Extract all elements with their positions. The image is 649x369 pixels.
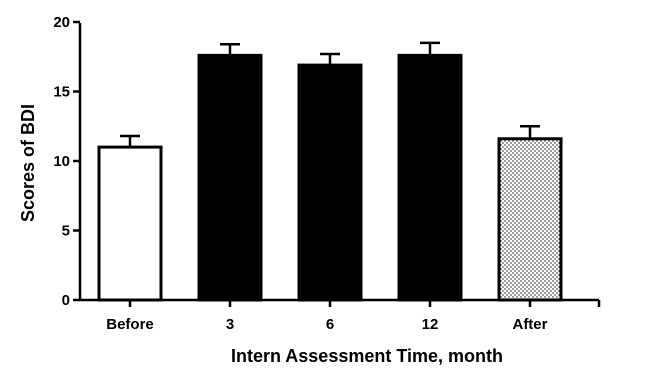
bar (297, 63, 363, 302)
y-tick-label: 0 (62, 292, 70, 309)
x-axis-title: Intern Assessment Time, month (231, 346, 503, 366)
x-ticks-group: Before 3 6 12 After (106, 300, 601, 333)
bars-group (97, 41, 563, 302)
x-tick-label: 6 (326, 316, 334, 333)
y-tick-label: 20 (53, 14, 70, 31)
x-tick-label: 12 (422, 316, 439, 333)
y-tick-label: 15 (53, 84, 70, 101)
bar (397, 53, 463, 302)
x-tick-label: Before (106, 316, 154, 333)
y-tick-label: 10 (53, 153, 70, 170)
y-tick-label: 5 (62, 223, 70, 240)
x-tick-label: 3 (226, 316, 234, 333)
bar (197, 53, 263, 302)
bar (497, 137, 563, 302)
y-ticks-group: 0 5 10 15 20 (53, 14, 80, 309)
y-axis-title: Scores of BDI (18, 104, 38, 222)
x-tick-label: After (512, 316, 547, 333)
bar (97, 145, 163, 302)
